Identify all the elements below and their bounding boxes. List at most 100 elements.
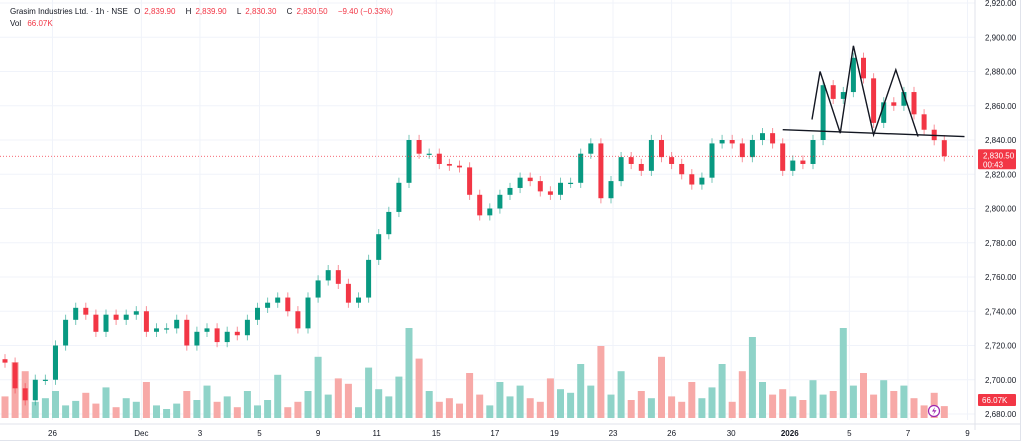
candle-body bbox=[467, 167, 473, 195]
candle-body bbox=[123, 314, 129, 320]
volume-bar bbox=[536, 401, 544, 418]
x-tick-label: 3 bbox=[198, 429, 203, 438]
volume-bar bbox=[82, 392, 90, 418]
candle-body bbox=[659, 140, 664, 158]
volume-bar bbox=[334, 378, 342, 418]
candle-body bbox=[477, 194, 483, 216]
y-tick-label: 2,680.00 bbox=[985, 410, 1017, 419]
volume-bar bbox=[435, 401, 443, 418]
open-label: O bbox=[134, 7, 141, 16]
candle-body bbox=[709, 143, 715, 178]
volume-bar bbox=[62, 405, 70, 418]
symbol-title[interactable]: Grasim Industries Ltd. · 1h · NSE bbox=[10, 7, 128, 16]
candle-body bbox=[12, 362, 18, 389]
candle-body bbox=[608, 181, 614, 199]
volume-bar bbox=[31, 401, 39, 418]
volume-bar bbox=[839, 328, 847, 418]
low-value: L 2,830.30 bbox=[237, 7, 281, 16]
volume-bar bbox=[506, 396, 514, 418]
x-tick-label: 15 bbox=[432, 429, 441, 438]
candle-body bbox=[941, 140, 947, 157]
head-and-shoulders-line bbox=[811, 45, 919, 138]
y-tick-label: 2,840.00 bbox=[985, 136, 1017, 145]
volume-bar bbox=[92, 403, 100, 418]
volume-bar bbox=[344, 383, 352, 418]
volume-bar bbox=[223, 396, 231, 418]
candle-body bbox=[325, 270, 331, 281]
price-tag-countdown: 00:43 bbox=[983, 160, 1004, 169]
volume-bar bbox=[627, 400, 635, 418]
low-label: L bbox=[236, 7, 242, 16]
volume-bar bbox=[183, 391, 191, 418]
volume-bar bbox=[476, 394, 484, 418]
y-tick-label: 2,740.00 bbox=[985, 307, 1017, 316]
x-tick-label: 26 bbox=[48, 429, 57, 438]
candle-body bbox=[113, 314, 119, 320]
volume-tag-bg bbox=[978, 394, 1016, 406]
candle-body bbox=[53, 345, 58, 380]
candle-body bbox=[265, 302, 271, 308]
volume-bar bbox=[849, 385, 857, 418]
candle-body bbox=[689, 174, 695, 185]
change-value: −9.40 (−0.33%) bbox=[337, 7, 393, 16]
volume-bar bbox=[284, 407, 292, 418]
volume-bar bbox=[597, 346, 605, 418]
volume-bar bbox=[526, 398, 534, 418]
volume-value: 66.07K bbox=[27, 19, 53, 28]
candle-body bbox=[426, 153, 432, 155]
candle-body bbox=[406, 140, 412, 183]
volume-label: Vol bbox=[10, 19, 22, 28]
candle-body bbox=[335, 270, 341, 284]
volume-bar bbox=[607, 394, 615, 418]
candle-body bbox=[669, 157, 675, 164]
volume-bar bbox=[779, 389, 787, 418]
y-tick-label: 2,720.00 bbox=[985, 342, 1017, 351]
volume-bar bbox=[940, 406, 948, 418]
candle-body bbox=[244, 319, 250, 336]
candle-body bbox=[63, 319, 69, 346]
candle-body bbox=[174, 319, 180, 329]
candle-body bbox=[790, 160, 796, 171]
volume-bar bbox=[819, 394, 827, 418]
volume-bar bbox=[304, 391, 312, 418]
volume-bar bbox=[688, 382, 696, 418]
volume-bar bbox=[385, 396, 393, 418]
open-value: O 2,839.90 bbox=[134, 7, 179, 16]
candle-body bbox=[356, 297, 361, 303]
y-tick-label: 2,900.00 bbox=[985, 33, 1017, 42]
volume-bar bbox=[647, 398, 655, 418]
volume-bar bbox=[678, 401, 686, 418]
x-tick-label: 26 bbox=[667, 429, 676, 438]
candle-body bbox=[911, 92, 917, 115]
candle-body bbox=[578, 153, 584, 183]
candle-body bbox=[749, 140, 755, 158]
volume-bar bbox=[617, 371, 625, 418]
ohlc-row: Grasim Industries Ltd. · 1h · NSE O 2,839… bbox=[10, 6, 397, 18]
candle-body bbox=[2, 359, 8, 363]
candle-body bbox=[345, 283, 351, 303]
y-tick-label: 2,820.00 bbox=[985, 170, 1017, 179]
x-tick-label: 11 bbox=[373, 429, 382, 438]
volume-tag: 66.07K bbox=[978, 394, 1016, 406]
high-label: H bbox=[185, 7, 192, 16]
candle-body bbox=[507, 187, 513, 195]
price-tag-value: 2,830.50 bbox=[983, 151, 1015, 160]
candle-body bbox=[446, 163, 452, 166]
lightning-icon-bolt bbox=[932, 407, 937, 415]
candle-body bbox=[285, 297, 291, 312]
volume-bar bbox=[557, 389, 564, 418]
candle-body bbox=[810, 140, 816, 164]
candle-body bbox=[154, 328, 159, 332]
x-tick-label: 2026 bbox=[781, 429, 799, 438]
volume-bar bbox=[445, 398, 453, 418]
high-value: H 2,839.90 bbox=[186, 7, 231, 16]
candle-body bbox=[760, 133, 765, 140]
lightning-icon[interactable] bbox=[927, 404, 941, 418]
candle-body bbox=[497, 194, 503, 209]
volume-bar bbox=[809, 380, 817, 418]
volume-bar bbox=[72, 400, 80, 418]
candle-body bbox=[436, 153, 442, 164]
candle-body bbox=[32, 379, 38, 401]
